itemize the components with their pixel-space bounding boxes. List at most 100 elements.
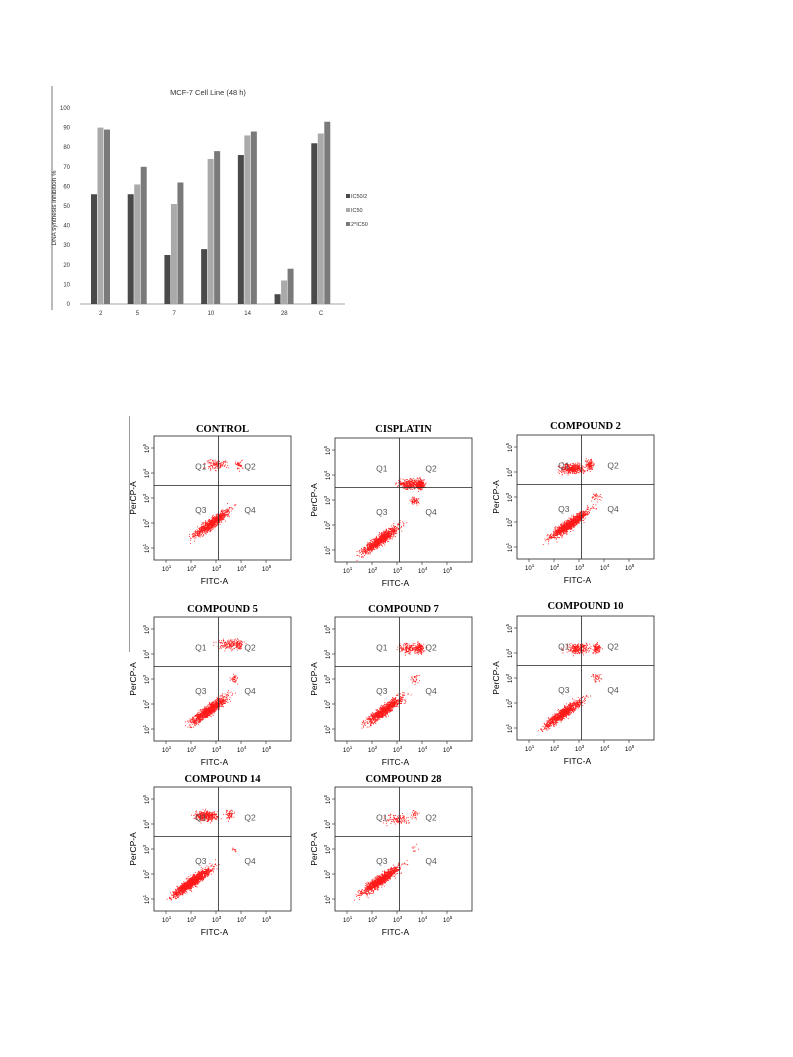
x-tick-label: 104 [237, 564, 247, 573]
quadrant-label: Q3 [195, 505, 207, 515]
x-tick-label: 102 [187, 564, 197, 573]
y-tick-label: 0 [67, 302, 71, 308]
quadrant-label: Q1 [195, 642, 207, 652]
y-tick-label: 103 [323, 495, 332, 505]
x-tick-label: 101 [343, 566, 353, 575]
bar [237, 155, 244, 304]
bar [201, 249, 208, 304]
y-tick-label: 101 [142, 724, 151, 734]
y-tick-label: 101 [505, 542, 514, 552]
facs-panel: COMPOUND 2 Q1 Q2 Q3 Q4 101 102 103 104 105 101 102 1… [491, 421, 655, 585]
x-tick-label: 105 [262, 915, 272, 924]
y-tick-label: 102 [323, 699, 332, 709]
quadrant-label: Q2 [425, 812, 437, 822]
y-axis-label: PerCP-A [491, 661, 501, 695]
scatter-points [166, 808, 237, 901]
y-tick-label: 101 [323, 724, 332, 734]
bar [140, 166, 147, 304]
x-tick-label: 105 [262, 564, 272, 573]
facs-panel: COMPOUND 10 Q1 Q2 Q3 Q4 101 102 103 104 105 101 102… [491, 601, 655, 766]
y-tick-label: 105 [142, 443, 151, 453]
x-tick-label: 104 [237, 915, 247, 924]
y-tick-label: 102 [505, 698, 514, 708]
y-tick-label: 104 [323, 649, 332, 659]
x-tick-label: 105 [443, 915, 453, 924]
y-tick-label: 104 [142, 649, 151, 659]
bar [274, 294, 281, 304]
quadrant-label: Q1 [376, 812, 388, 822]
y-tick-label: 105 [505, 623, 514, 633]
y-tick-label: 104 [323, 470, 332, 480]
x-tick-label: 104 [600, 563, 610, 572]
bar [134, 184, 141, 304]
x-tick-label: 105 [443, 745, 453, 754]
y-axis-label: PerCP-A [491, 480, 501, 514]
x-tick-label: 7 [173, 311, 177, 317]
y-tick-label: 100 [60, 106, 71, 112]
quadrant-label: Q4 [244, 686, 256, 696]
scatter-points [361, 641, 428, 729]
y-tick-label: 103 [142, 493, 151, 503]
facs-panel-title: COMPOUND 7 [368, 604, 439, 615]
x-tick-label: 101 [343, 915, 353, 924]
facs-panel-title: COMPOUND 5 [187, 604, 258, 615]
legend-entry: IC50 [351, 208, 363, 214]
y-axis-label: DNA synthesis inhibition % [51, 170, 58, 245]
y-axis-label: PerCP-A [309, 832, 319, 866]
y-tick-label: 103 [505, 673, 514, 683]
y-tick-label: 102 [323, 520, 332, 530]
y-axis-label: PerCP-A [309, 483, 319, 517]
y-tick-label: 102 [142, 699, 151, 709]
y-tick-label: 30 [63, 243, 70, 249]
y-tick-label: 60 [63, 184, 70, 190]
x-axis-label: FITC-A [201, 927, 229, 937]
bar [324, 121, 331, 304]
x-tick-label: 104 [237, 745, 247, 754]
y-tick-label: 101 [505, 723, 514, 733]
plot-frame [334, 786, 473, 912]
x-axis-label: FITC-A [382, 578, 410, 588]
facs-panel: COMPOUND 28 Q1 Q2 Q3 Q4 101 102 103 104 105 101 102… [309, 774, 473, 937]
quadrant-label: Q3 [376, 507, 388, 517]
bar [170, 204, 177, 304]
x-tick-label: 28 [281, 311, 288, 317]
x-tick-label: 102 [550, 744, 560, 753]
x-tick-label: 102 [187, 915, 197, 924]
y-tick-label: 40 [63, 224, 70, 230]
x-tick-label: 104 [418, 745, 428, 754]
x-tick-label: 105 [625, 744, 635, 753]
y-tick-label: 105 [323, 794, 332, 804]
y-tick-label: 101 [323, 894, 332, 904]
x-tick-label: 101 [162, 564, 172, 573]
chart-title: MCF-7 Cell Line (48 h) [170, 88, 246, 97]
x-tick-label: C [319, 311, 324, 317]
bar [244, 135, 251, 304]
bar [177, 182, 184, 304]
quadrant-label: Q4 [607, 685, 619, 695]
facs-panel-title: COMPOUND 14 [184, 774, 261, 785]
x-tick-label: 103 [393, 745, 403, 754]
y-tick-label: 10 [63, 282, 70, 288]
x-tick-label: 5 [136, 311, 140, 317]
x-tick-label: 102 [368, 915, 378, 924]
bar [317, 133, 324, 304]
y-tick-label: 102 [142, 869, 151, 879]
quadrant-label: Q3 [558, 685, 570, 695]
x-tick-label: 2 [99, 311, 103, 317]
y-tick-label: 80 [63, 145, 70, 151]
quadrant-label: Q2 [425, 642, 437, 652]
quadrant-label: Q4 [425, 507, 437, 517]
scatter-points [356, 477, 427, 561]
scatter-points [354, 810, 420, 901]
facs-panel-title: CONTROL [196, 424, 249, 435]
x-axis-label: FITC-A [201, 576, 229, 586]
x-tick-label: 103 [575, 744, 585, 753]
x-axis-label: FITC-A [201, 757, 229, 767]
x-tick-label: 101 [525, 744, 535, 753]
y-tick-label: 101 [323, 545, 332, 555]
x-tick-label: 10 [208, 311, 215, 317]
scatter-points [185, 638, 247, 729]
quadrant-label: Q4 [607, 504, 619, 514]
quadrant-label: Q2 [425, 463, 437, 473]
y-tick-label: 105 [323, 445, 332, 455]
